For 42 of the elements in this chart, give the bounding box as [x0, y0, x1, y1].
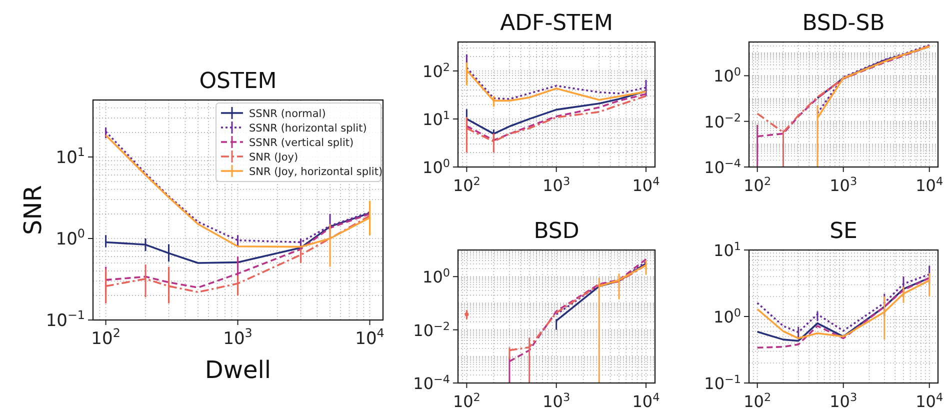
y-tick-label: 10$^{−1}$ [46, 308, 85, 331]
x-tick-label: 10$^{3}$ [830, 174, 858, 195]
y-tick-label: 10$^{1}$ [56, 144, 85, 168]
legend-label: SNR (Joy) [249, 152, 298, 164]
x-tick-label: 10$^{3}$ [542, 174, 570, 195]
y-tick-label: 10$^{2}$ [422, 60, 450, 81]
y-tick-label: 10$^{−4}$ [704, 156, 741, 177]
x-tick-label: 10$^{2}$ [744, 174, 772, 195]
legend-label: SNR (Joy, horizontal split) [249, 166, 383, 178]
y-tick-label: 10$^{0}$ [422, 156, 450, 177]
y-tick-label: 10$^{0}$ [714, 65, 741, 86]
y-tick-label: 10$^{−2}$ [413, 319, 450, 340]
y-tick-label: 10$^{1}$ [422, 108, 450, 129]
x-tick-label: 10$^{2}$ [744, 390, 772, 411]
chart-title: BSD-SB [802, 11, 885, 36]
y-tick-label: 10$^{0}$ [714, 306, 741, 326]
legend-label: SSNR (normal) [249, 108, 326, 120]
chart-title: BSD [534, 219, 580, 244]
chart-title: OSTEM [199, 69, 277, 94]
y-axis-title: SNR [19, 185, 47, 235]
x-tick-label: 10$^{3}$ [830, 390, 858, 411]
x-tick-label: 10$^{3}$ [223, 326, 252, 349]
x-tick-label: 10$^{4}$ [632, 174, 660, 195]
x-tick-label: 10$^{3}$ [542, 390, 570, 411]
x-tick-label: 10$^{2}$ [91, 326, 120, 349]
chart-title: SE [830, 219, 858, 244]
y-tick-label: 10$^{−2}$ [704, 110, 741, 132]
y-tick-label: 10$^{0}$ [56, 226, 85, 250]
y-tick-label: 10$^{−1}$ [704, 372, 741, 393]
x-tick-label: 10$^{4}$ [916, 390, 944, 411]
x-tick-label: 10$^{4}$ [632, 390, 660, 411]
y-tick-label: 10$^{1}$ [714, 240, 741, 260]
legend-label: SSNR (vertical split) [249, 137, 354, 149]
chart-title: ADF-STEM [500, 11, 613, 36]
x-axis-title: Dwell [204, 356, 272, 384]
legend-label: SSNR (horizontal split) [249, 122, 367, 134]
y-tick-label: 10$^{−4}$ [413, 372, 450, 393]
y-tick-label: 10$^{0}$ [422, 266, 450, 287]
x-tick-label: 10$^{4}$ [916, 174, 944, 195]
x-tick-label: 10$^{2}$ [452, 390, 480, 411]
x-tick-label: 10$^{2}$ [452, 174, 480, 195]
x-tick-label: 10$^{4}$ [355, 326, 384, 349]
